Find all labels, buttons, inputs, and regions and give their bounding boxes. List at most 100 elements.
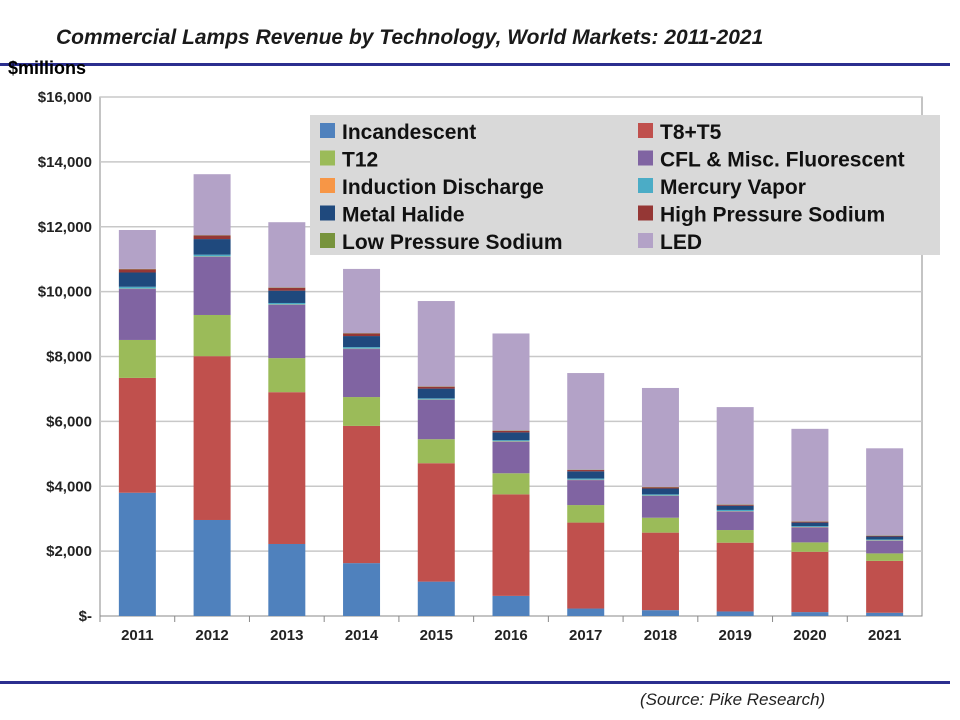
bar-segment-high-pressure-sodium-2020 — [791, 521, 829, 523]
legend-box — [310, 115, 940, 255]
bar-segment-cfl-misc-fluorescent-2016 — [492, 441, 530, 474]
footer-divider — [0, 681, 950, 684]
x-tick-label: 2018 — [644, 627, 677, 644]
bar-segment-incandescent-2017 — [567, 608, 605, 616]
bar-segment-led-2018 — [641, 387, 679, 487]
bar-segment-led-2017 — [567, 373, 605, 470]
y-tick-label: $12,000 — [38, 219, 92, 236]
bar-segment-t12-2013 — [268, 358, 306, 393]
bar-segment-mercury-vapor-2020 — [791, 526, 829, 528]
bar-segment-mercury-vapor-2018 — [641, 494, 679, 496]
legend-label: Metal Halide — [342, 204, 465, 227]
bar-segment-metal-halide-2019 — [716, 505, 754, 510]
bar-segment-high-pressure-sodium-2011 — [118, 269, 156, 273]
bar-segment-led-2014 — [343, 268, 381, 334]
bar-segment-incandescent-2014 — [343, 563, 381, 616]
x-tick-label: 2011 — [121, 627, 154, 644]
legend-label: LED — [660, 231, 702, 254]
bar-segment-incandescent-2018 — [641, 610, 679, 616]
x-tick-label: 2012 — [195, 627, 228, 644]
bar-segment-high-pressure-sodium-2014 — [343, 333, 381, 337]
bar-segment-cfl-misc-fluorescent-2021 — [866, 540, 904, 554]
bar-segment-high-pressure-sodium-2018 — [641, 487, 679, 489]
bar-segment-metal-halide-2020 — [791, 522, 829, 527]
bar-segment-mercury-vapor-2013 — [268, 302, 306, 305]
x-tick-label: 2020 — [793, 627, 826, 644]
bar-segment-t8-t5-2015 — [417, 463, 455, 582]
bar-segment-high-pressure-sodium-2016 — [492, 430, 530, 433]
bar-segment-incandescent-2015 — [417, 581, 455, 616]
bar-segment-t12-2015 — [417, 439, 455, 464]
legend-swatch — [638, 205, 653, 221]
x-tick-label: 2013 — [270, 627, 303, 644]
bar-segment-t12-2014 — [343, 397, 381, 426]
bar-segment-cfl-misc-fluorescent-2013 — [268, 304, 306, 359]
bar-segment-cfl-misc-fluorescent-2014 — [343, 349, 381, 398]
bar-segment-high-pressure-sodium-2019 — [716, 504, 754, 506]
legend-label: Low Pressure Sodium — [342, 231, 563, 254]
bar-segment-t8-t5-2019 — [716, 542, 754, 612]
bar-segment-metal-halide-2015 — [417, 388, 455, 399]
x-tick-label: 2014 — [345, 627, 379, 644]
bar-segment-high-pressure-sodium-2013 — [268, 287, 306, 291]
x-tick-label: 2019 — [718, 627, 751, 644]
legend-swatch — [320, 233, 335, 248]
bar-segment-mercury-vapor-2017 — [567, 478, 605, 480]
bar-segment-t8-t5-2014 — [343, 425, 381, 564]
chart-title: Commercial Lamps Revenue by Technology, … — [56, 26, 764, 49]
bar-segment-mercury-vapor-2016 — [492, 440, 530, 442]
bar-segment-t12-2019 — [716, 530, 754, 543]
legend-label: High Pressure Sodium — [660, 204, 885, 227]
bar-segment-mercury-vapor-2011 — [118, 286, 156, 289]
bar-segment-metal-halide-2017 — [567, 471, 605, 479]
bar-segment-t8-t5-2017 — [567, 522, 605, 609]
y-tick-label: $- — [79, 608, 92, 625]
bar-segment-led-2021 — [866, 448, 904, 536]
bar-segment-led-2020 — [791, 428, 829, 522]
bar-segment-t12-2011 — [118, 339, 156, 378]
legend-label: Induction Discharge — [342, 176, 544, 199]
bar-segment-metal-halide-2014 — [343, 336, 381, 348]
bar-segment-led-2015 — [417, 301, 455, 387]
x-tick-label: 2021 — [868, 627, 901, 644]
y-tick-label: $16,000 — [38, 89, 92, 106]
bar-segment-cfl-misc-fluorescent-2019 — [716, 511, 754, 531]
bar-segment-incandescent-2011 — [118, 492, 156, 616]
legend-swatch — [638, 123, 653, 138]
bar-segment-metal-halide-2013 — [268, 290, 306, 303]
legend-swatch — [638, 150, 653, 166]
source-note: (Source: Pike Research) — [640, 690, 826, 709]
bar-segment-incandescent-2012 — [193, 519, 231, 616]
y-tick-label: $8,000 — [46, 349, 92, 366]
legend-label: Incandescent — [342, 121, 476, 144]
bar-segment-cfl-misc-fluorescent-2017 — [567, 480, 605, 506]
bar-segment-incandescent-2013 — [268, 543, 306, 616]
bar-segment-metal-halide-2018 — [641, 488, 679, 495]
y-tick-label: $6,000 — [46, 413, 92, 430]
bar-segment-led-2013 — [268, 222, 306, 288]
legend-swatch — [638, 233, 653, 248]
bar-segment-t12-2018 — [641, 517, 679, 533]
bar-segment-t8-t5-2013 — [268, 392, 306, 544]
legend-swatch — [638, 178, 653, 193]
bar-segment-high-pressure-sodium-2012 — [193, 235, 231, 240]
legend-label: T12 — [342, 149, 378, 172]
legend-label: CFL & Misc. Fluorescent — [660, 149, 905, 172]
legend-swatch — [320, 178, 335, 193]
bar-segment-metal-halide-2011 — [118, 272, 156, 287]
legend-swatch — [320, 123, 335, 138]
bar-segment-led-2019 — [716, 407, 754, 505]
bar-segment-t12-2020 — [791, 542, 829, 552]
bar-segment-t12-2017 — [567, 505, 605, 523]
y-tick-label: $10,000 — [38, 284, 92, 301]
y-axis-label: $millions — [8, 58, 87, 78]
x-tick-label: 2015 — [420, 627, 453, 644]
bar-segment-incandescent-2020 — [791, 612, 829, 616]
bar-segment-mercury-vapor-2021 — [866, 539, 904, 541]
bar-segment-t8-t5-2021 — [866, 560, 904, 613]
bar-segment-t12-2021 — [866, 553, 904, 561]
bar-segment-t12-2012 — [193, 314, 231, 357]
bar-segment-cfl-misc-fluorescent-2012 — [193, 256, 231, 315]
bar-segment-mercury-vapor-2015 — [417, 398, 455, 400]
